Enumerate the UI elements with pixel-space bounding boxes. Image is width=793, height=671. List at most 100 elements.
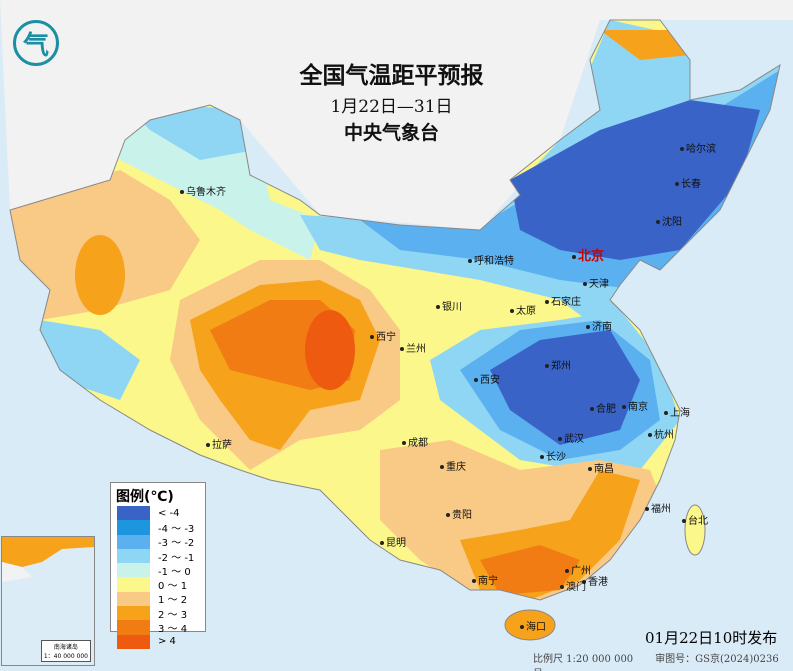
city-label: 西宁 (370, 328, 396, 343)
city-dot-icon (545, 364, 549, 368)
map-title: 全国气温距平预报 (299, 62, 484, 89)
city-dot-icon (664, 411, 668, 415)
city-dot-icon (380, 541, 384, 545)
city-dot-icon (474, 378, 478, 382)
legend-swatch (117, 591, 150, 607)
city-dot-icon (583, 282, 587, 286)
city-dot-icon (622, 405, 626, 409)
city-name: 呼和浩特 (474, 256, 514, 267)
map-approval-number: 审图号：GS京(2024)0236号 (533, 654, 779, 671)
city-dot-icon (510, 309, 514, 313)
city-label: 合肥 (590, 400, 616, 415)
legend-item: -2 ～ -1 (111, 548, 205, 564)
city-dot-icon (520, 625, 524, 629)
city-name: 广州 (571, 566, 591, 577)
city-name: 澳门 (566, 582, 586, 593)
legend-item: -4 ～ -3 (111, 520, 205, 535)
legend-swatch (117, 506, 150, 521)
city-name: 海口 (526, 622, 546, 633)
city-name: 哈尔滨 (686, 144, 716, 155)
city-name: 福州 (651, 504, 671, 515)
city-label: 南昌 (588, 460, 614, 475)
city-name: 香港 (588, 577, 608, 588)
city-dot-icon (402, 441, 406, 445)
city-name: 太原 (516, 306, 536, 317)
city-label: 长沙 (540, 448, 566, 463)
city-name: 天津 (589, 279, 609, 290)
map-scale: 比例尺 1:20 000 000 (533, 654, 634, 665)
legend-item: 2 ～ 3 (111, 606, 205, 621)
legend-swatch (117, 534, 150, 549)
city-label: 广州 (565, 562, 591, 577)
city-dot-icon (586, 325, 590, 329)
legend-swatch (117, 548, 150, 564)
city-label: 香港 (582, 573, 608, 588)
city-name: 长春 (681, 179, 701, 190)
city-dot-icon (400, 347, 404, 351)
issue-time: 01月22日10时发布 (645, 629, 778, 647)
city-label: 天津 (583, 275, 609, 290)
city-label: 银川 (436, 298, 462, 313)
legend-label: < -4 (158, 507, 180, 519)
city-name: 郑州 (551, 361, 571, 372)
city-name: 沈阳 (662, 217, 682, 228)
city-name: 北京 (578, 249, 605, 264)
city-dot-icon (180, 190, 184, 194)
city-name: 昆明 (386, 538, 406, 549)
city-name: 石家庄 (551, 297, 581, 308)
legend-label: 1 ～ 2 (158, 595, 188, 607)
inset-label: 南海诸岛 (53, 644, 78, 651)
city-dot-icon (472, 579, 476, 583)
city-label: 呼和浩特 (468, 252, 514, 267)
city-dot-icon (588, 467, 592, 471)
legend-item: -1 ～ 0 (111, 563, 205, 578)
city-label: 南宁 (472, 572, 498, 587)
city-dot-icon (446, 513, 450, 517)
city-label: 西安 (474, 371, 500, 386)
neighbor-land (0, 0, 793, 230)
city-label: 太原 (510, 302, 536, 317)
city-label: 长春 (675, 175, 701, 190)
city-name: 贵阳 (452, 510, 472, 521)
city-name: 台北 (688, 516, 708, 527)
legend: 图例(℃) < -4 -4 ～ -3 -3 ～ -2 -2 ～ -1 -1 ～ 0 0 ～… (110, 482, 206, 649)
city-name: 重庆 (446, 462, 466, 473)
legend-label: > 4 (158, 636, 176, 648)
city-label: 北京 (572, 245, 604, 264)
city-dot-icon (560, 585, 564, 589)
city-dot-icon (206, 443, 210, 447)
legend-title: 图例(℃) (116, 489, 174, 505)
city-name: 兰州 (406, 344, 426, 355)
city-dot-icon (436, 305, 440, 309)
city-label: 台北 (682, 512, 708, 527)
logo-glyph: 气 (22, 30, 49, 61)
city-dot-icon (680, 147, 684, 151)
legend-swatch (117, 577, 150, 592)
city-name: 长沙 (546, 452, 566, 463)
agency-name: 中央气象台 (343, 122, 439, 144)
city-label: 郑州 (545, 357, 571, 372)
legend-label: 0 ～ 1 (158, 581, 188, 593)
city-label: 乌鲁木齐 (180, 183, 226, 198)
legend-swatch (117, 563, 150, 578)
city-label: 兰州 (400, 340, 426, 355)
city-name: 南京 (628, 402, 648, 413)
legend-item: < -4 (111, 506, 205, 521)
legend-item: 3 ～ 4 (111, 620, 205, 635)
city-label: 武汉 (558, 430, 584, 445)
city-label: 福州 (645, 500, 671, 515)
legend-label: -3 ～ -2 (158, 538, 195, 550)
city-name: 西宁 (376, 332, 396, 343)
city-name: 乌鲁木齐 (186, 187, 226, 198)
city-dot-icon (656, 220, 660, 224)
legend-swatch (117, 634, 150, 649)
legend-item: -3 ～ -2 (111, 534, 205, 550)
city-name: 武汉 (564, 434, 584, 445)
legend-swatch (117, 620, 150, 635)
city-label: 上海 (664, 404, 690, 419)
city-name: 合肥 (596, 404, 616, 415)
city-dot-icon (440, 465, 444, 469)
city-label: 南京 (622, 398, 648, 413)
inset-caption: 南海诸岛 1：40 000 000 (40, 640, 91, 662)
